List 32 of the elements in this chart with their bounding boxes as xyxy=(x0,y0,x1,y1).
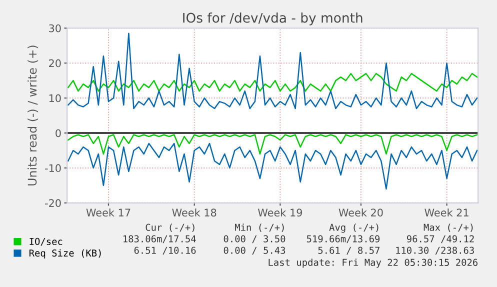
text: Avg (-/+) xyxy=(329,224,378,233)
y-tick-label: 10 xyxy=(49,94,61,102)
legend-label: Req Size (KB) xyxy=(29,249,101,258)
y-tick-label: 30 xyxy=(49,24,61,32)
line-series xyxy=(67,134,478,155)
text: Last update: Fri May 22 05:30:15 2026 xyxy=(268,258,478,268)
text: 519.66m/13.69 xyxy=(306,235,380,244)
text: 183.06m/17.54 xyxy=(124,235,196,244)
line-series xyxy=(67,72,478,92)
chart-title: IOs for /dev/vda - by month xyxy=(183,12,362,26)
x-tick-label: Week 20 xyxy=(338,208,383,217)
text: 110.30 /238.63 xyxy=(396,246,474,255)
y-tick-label: -10 xyxy=(45,164,61,172)
text: 6.51 /10.16 xyxy=(134,246,196,255)
legend-label: IO/sec xyxy=(30,238,62,246)
y-tick-label: -20 xyxy=(45,199,61,208)
text: 0.00 / 3.50 xyxy=(224,235,286,244)
y-axis-title: Units read (-) / write (+) xyxy=(28,46,38,186)
text: Min (-/+) xyxy=(235,224,284,232)
text: 0.00 / 5.43 xyxy=(224,246,286,255)
x-tick-label: Week 18 xyxy=(172,208,216,217)
text: 5.61 / 8.57 xyxy=(318,246,380,255)
y-tick-label: 20 xyxy=(49,59,61,68)
x-tick-label: Week 19 xyxy=(258,208,302,217)
text: Cur (-/+) xyxy=(146,224,194,232)
line-series xyxy=(67,32,478,110)
text: 96.57 /49.12 xyxy=(406,235,474,244)
x-tick-label: Week 21 xyxy=(424,208,468,217)
line-series xyxy=(67,142,478,190)
x-tick-label: Week 17 xyxy=(86,208,130,217)
text: Max (-/+) xyxy=(424,224,473,232)
y-tick-label: 0 xyxy=(56,129,61,138)
